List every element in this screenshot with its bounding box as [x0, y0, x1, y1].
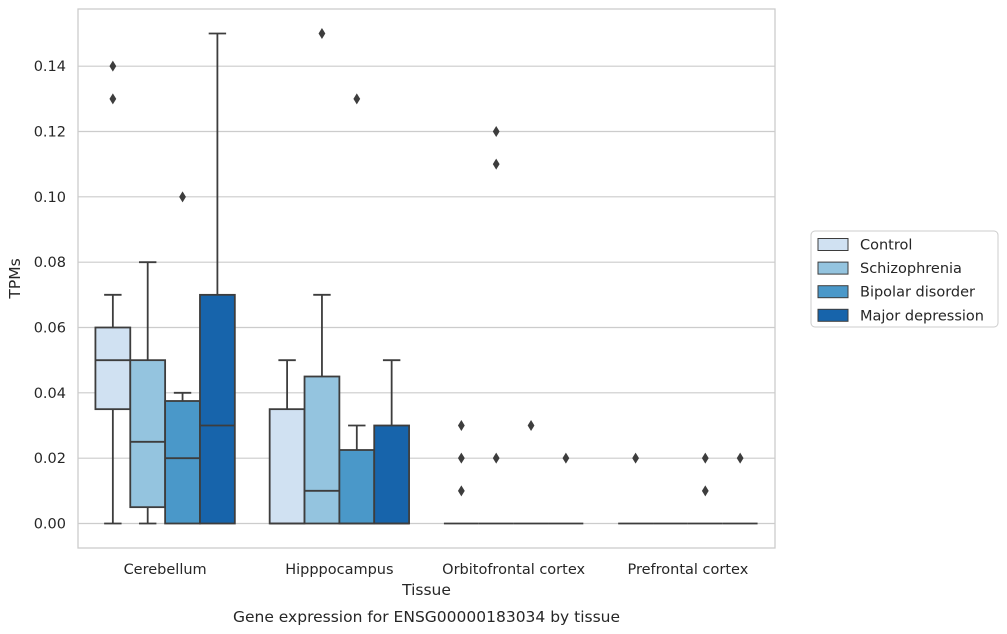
box-body — [164, 400, 201, 525]
outlier-point — [179, 191, 186, 203]
y-tick-label: 0.14 — [34, 59, 66, 75]
box-body — [129, 359, 167, 509]
y-tick-labels: 0.00 0.02 0.04 0.06 0.08 0.10 0.12 0.14 — [34, 59, 66, 532]
x-tick-label: Prefrontal cortex — [627, 562, 748, 578]
x-tick-label: Orbitofrontal cortex — [442, 562, 585, 578]
box-bipolar-disorder — [687, 452, 723, 525]
legend-item: Bipolar disorder — [817, 285, 975, 301]
outlier-point — [527, 420, 535, 431]
y-tick-label: 0.00 — [34, 517, 66, 533]
legend-label: Bipolar disorder — [860, 285, 975, 301]
plot-marks — [94, 28, 758, 525]
box-control — [268, 359, 306, 525]
outlier-point — [457, 420, 465, 431]
y-tick-label: 0.06 — [34, 321, 66, 337]
box-control — [443, 420, 479, 525]
box-control — [94, 60, 132, 525]
legend-label: Schizophrenia — [860, 261, 962, 277]
legend-swatch — [817, 308, 849, 322]
y-tick-label: 0.08 — [34, 255, 66, 271]
outlier-point — [318, 28, 326, 39]
x-tick-label: Hipppocampus — [285, 562, 393, 578]
box-major-depression — [722, 452, 758, 525]
box-major-depression — [548, 452, 584, 525]
plot-frame — [77, 8, 776, 549]
legend-swatch — [817, 261, 849, 275]
outlier-point — [109, 93, 117, 105]
legend-label: Control — [860, 238, 912, 254]
box-control — [618, 452, 654, 525]
outlier-point — [457, 452, 465, 464]
legend-item: Control — [817, 238, 912, 254]
outlier-point — [492, 126, 500, 137]
outlier-point — [736, 452, 744, 464]
box-bipolar-disorder — [513, 420, 549, 525]
box-bipolar-disorder — [338, 93, 376, 525]
x-tick-labels: Cerebellum Hipppocampus Orbitofrontal cort… — [124, 562, 749, 578]
outlier-point — [701, 452, 709, 464]
box-schizophrenia — [303, 28, 341, 525]
box-body — [303, 375, 341, 525]
legend-swatch — [817, 285, 849, 299]
box-major-depression — [373, 359, 410, 525]
legend-swatch — [817, 238, 849, 251]
box-bipolar-disorder — [164, 191, 201, 525]
outlier-point — [492, 452, 500, 464]
box-schizophrenia — [129, 261, 167, 525]
box-body — [268, 408, 306, 525]
outlier-point — [562, 452, 570, 464]
box-body — [94, 326, 132, 411]
outlier-point — [109, 60, 117, 72]
y-tick-label: 0.02 — [34, 451, 66, 467]
y-tick-label: 0.12 — [34, 125, 66, 141]
legend-label: Major depression — [860, 308, 984, 324]
box-schizophrenia — [478, 126, 514, 525]
box-body — [199, 293, 236, 525]
outlier-point — [492, 158, 500, 170]
y-tick-label: 0.04 — [34, 386, 66, 402]
outlier-point — [701, 485, 709, 497]
legend-item: Schizophrenia — [817, 261, 962, 277]
y-axis-label: TPMs — [6, 258, 24, 299]
box-major-depression — [199, 32, 236, 525]
legend-item: Major depression — [817, 308, 984, 324]
chart-caption: Gene expression for ENSG00000183034 by t… — [233, 608, 620, 626]
box-body — [338, 449, 376, 525]
outlier-point — [457, 485, 465, 497]
outlier-point — [353, 93, 361, 105]
legend-frame — [810, 230, 999, 328]
outlier-point — [632, 452, 639, 464]
box-body — [373, 424, 410, 525]
legend: Control Schizophrenia Bipolar disorder Majo… — [810, 230, 999, 328]
y-tick-label: 0.10 — [34, 190, 66, 206]
x-tick-label: Cerebellum — [124, 562, 207, 578]
x-axis-label: Tissue — [401, 581, 451, 599]
